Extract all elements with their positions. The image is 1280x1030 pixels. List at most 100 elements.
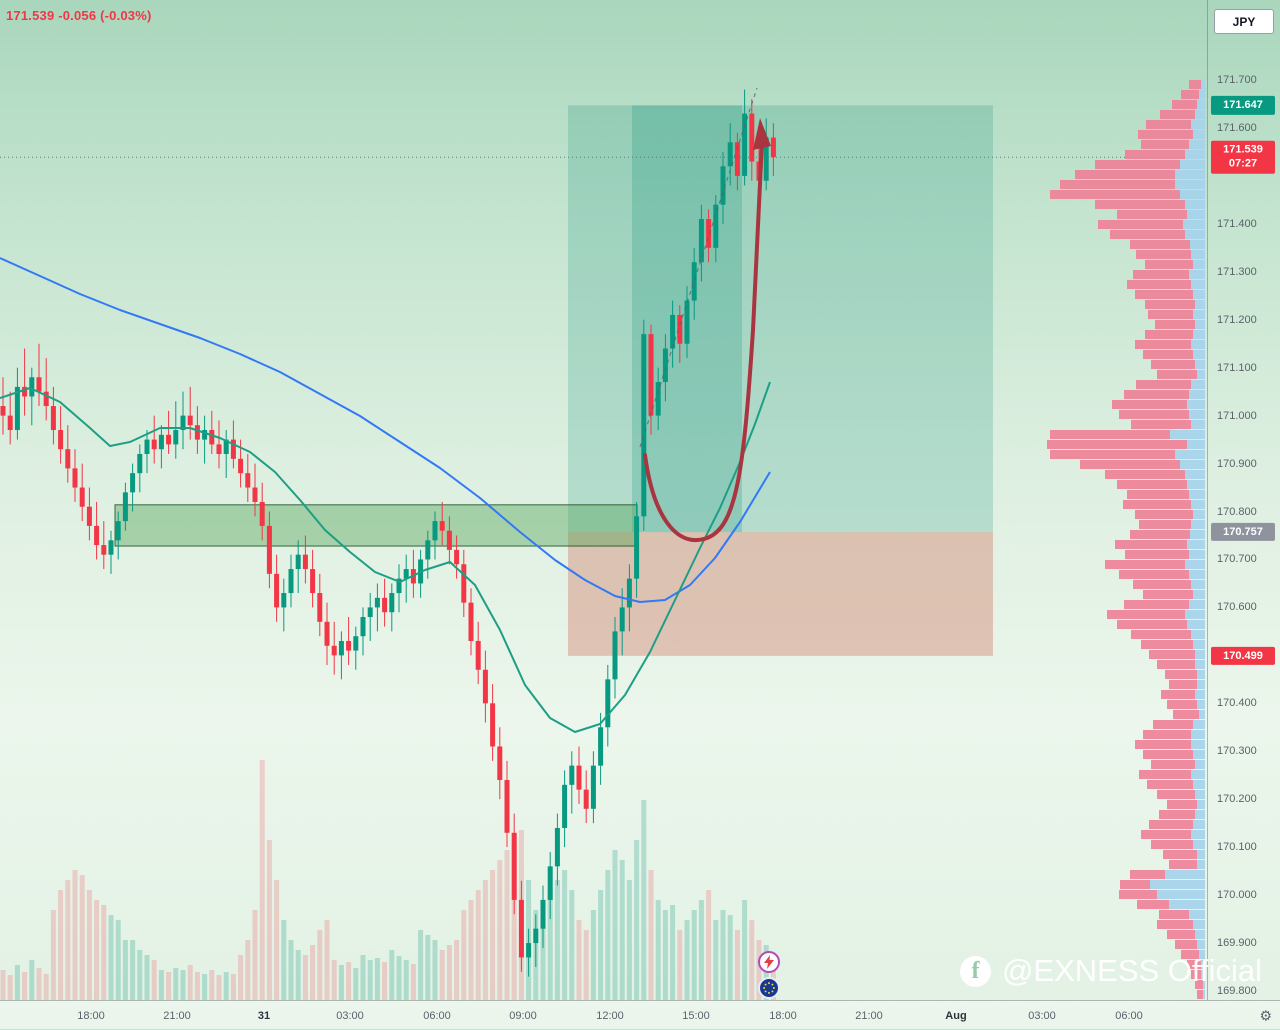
volume-bar (540, 900, 546, 1000)
candle-body (749, 113, 755, 162)
candle-body (158, 434, 164, 450)
currency-button[interactable]: JPY (1214, 9, 1274, 34)
candle-body (180, 415, 186, 431)
volume-profile-bar (1127, 490, 1189, 499)
volume-bar (367, 960, 373, 1000)
candle-body (454, 549, 460, 565)
candle-body (130, 473, 136, 493)
volume-bar (130, 940, 136, 1000)
candle-body (108, 540, 114, 555)
volume-bar (216, 975, 222, 1000)
volume-profile-bar (1130, 240, 1190, 249)
volume-profile-bar (1187, 960, 1201, 969)
volume-profile-bar (1105, 560, 1185, 569)
candle-body (662, 348, 668, 383)
volume-profile-bar (1187, 540, 1205, 549)
volume-profile-bar (1110, 230, 1185, 239)
volume-profile-bar (1191, 970, 1201, 979)
candle-body (14, 386, 20, 431)
volume-profile-bar (1203, 990, 1205, 999)
volume-profile-bar (1193, 920, 1205, 929)
price-tick-label: 170.300 (1217, 745, 1257, 758)
volume-bar (173, 968, 179, 1000)
volume-profile-bar (1189, 410, 1205, 419)
candle-body (22, 386, 28, 397)
volume-profile-bar (1195, 980, 1203, 989)
volume-bar (295, 950, 301, 1000)
economic-event-icon[interactable] (758, 951, 780, 973)
volume-bar (187, 965, 193, 1000)
volume-profile-bar (1175, 170, 1205, 179)
volume-profile-bar (1143, 730, 1191, 739)
volume-bar (202, 974, 208, 1000)
volume-bar (310, 945, 316, 1000)
volume-profile-bar (1191, 630, 1205, 639)
candle-body (684, 300, 690, 344)
volume-profile-bar (1117, 210, 1187, 219)
volume-profile-bar (1189, 910, 1205, 919)
volume-profile-bar (1165, 670, 1197, 679)
volume-bar (756, 940, 762, 1000)
candle-body (655, 382, 661, 416)
volume-bar (374, 958, 380, 1000)
candle-body (439, 521, 445, 531)
volume-profile-bar (1189, 270, 1205, 279)
candle-body (238, 458, 244, 474)
candle-body (446, 530, 452, 550)
volume-bar (468, 900, 474, 1000)
volume-bar (727, 915, 733, 1000)
candle-body (202, 430, 208, 440)
dashed-trendline (639, 87, 758, 448)
volume-profile-bar (1141, 140, 1189, 149)
volume-profile-bar (1135, 740, 1191, 749)
axis-settings-gear-icon[interactable]: ⚙ (1259, 1007, 1272, 1023)
price-tick-label: 171.300 (1217, 265, 1257, 278)
candle-body (634, 516, 640, 579)
volume-bar (511, 840, 517, 1000)
volume-bar (749, 920, 755, 1000)
volume-bar (58, 890, 64, 1000)
volume-profile-bar (1197, 670, 1205, 679)
volume-bar (144, 955, 150, 1000)
candle-body (331, 645, 337, 656)
candle-body (482, 669, 488, 704)
volume-bar (324, 920, 330, 1000)
volume-profile-bar (1193, 290, 1205, 299)
volume-bar (137, 950, 143, 1000)
volume-profile-bar (1123, 500, 1191, 509)
price-tick-label: 170.900 (1217, 457, 1257, 470)
candle-body (353, 636, 359, 651)
volume-profile-bar (1193, 780, 1205, 789)
volume-profile-bar (1127, 280, 1191, 289)
volume-profile-bar (1133, 270, 1189, 279)
volume-bar (317, 930, 323, 1000)
volume-bar (101, 905, 107, 1000)
candle-body (58, 430, 64, 450)
volume-profile-bar (1191, 420, 1205, 429)
candle-body (230, 439, 236, 459)
volume-profile-bar (1195, 690, 1205, 699)
volume-bar (446, 945, 452, 1000)
volume-profile-bar (1193, 510, 1205, 519)
price-tick-label: 171.600 (1217, 121, 1257, 134)
candle-body (360, 617, 366, 637)
price-axis[interactable]: JPY 171.700 171.600 171.400 171.300 171.200 1… (1207, 0, 1280, 1000)
chart-canvas[interactable]: 171.539 -0.056 (-0.03%) (0, 0, 1208, 1000)
volume-bar (598, 890, 604, 1000)
volume-profile-bar (1153, 720, 1193, 729)
time-axis[interactable]: ⚙ 18:00 21:00 31 03:00 06:00 09:00 12:00 15:00 1… (0, 1000, 1280, 1030)
volume-profile-bar (1193, 720, 1205, 729)
volume-profile-bar (1195, 790, 1205, 799)
candle-body (166, 434, 172, 445)
volume-profile-bar (1143, 590, 1193, 599)
volume-bar (7, 975, 13, 1000)
volume-bar (158, 970, 164, 1000)
ticker-readout: 171.539 -0.056 (-0.03%) (6, 8, 152, 23)
candle-body (65, 449, 71, 469)
price-tick-label: 170.400 (1217, 697, 1257, 710)
volume-bar (655, 900, 661, 1000)
candle-body (533, 928, 539, 944)
eu-flag-event-icon[interactable] (758, 977, 780, 999)
zone-top-price-badge: 171.647 (1211, 96, 1275, 115)
volume-bar (554, 880, 560, 1000)
